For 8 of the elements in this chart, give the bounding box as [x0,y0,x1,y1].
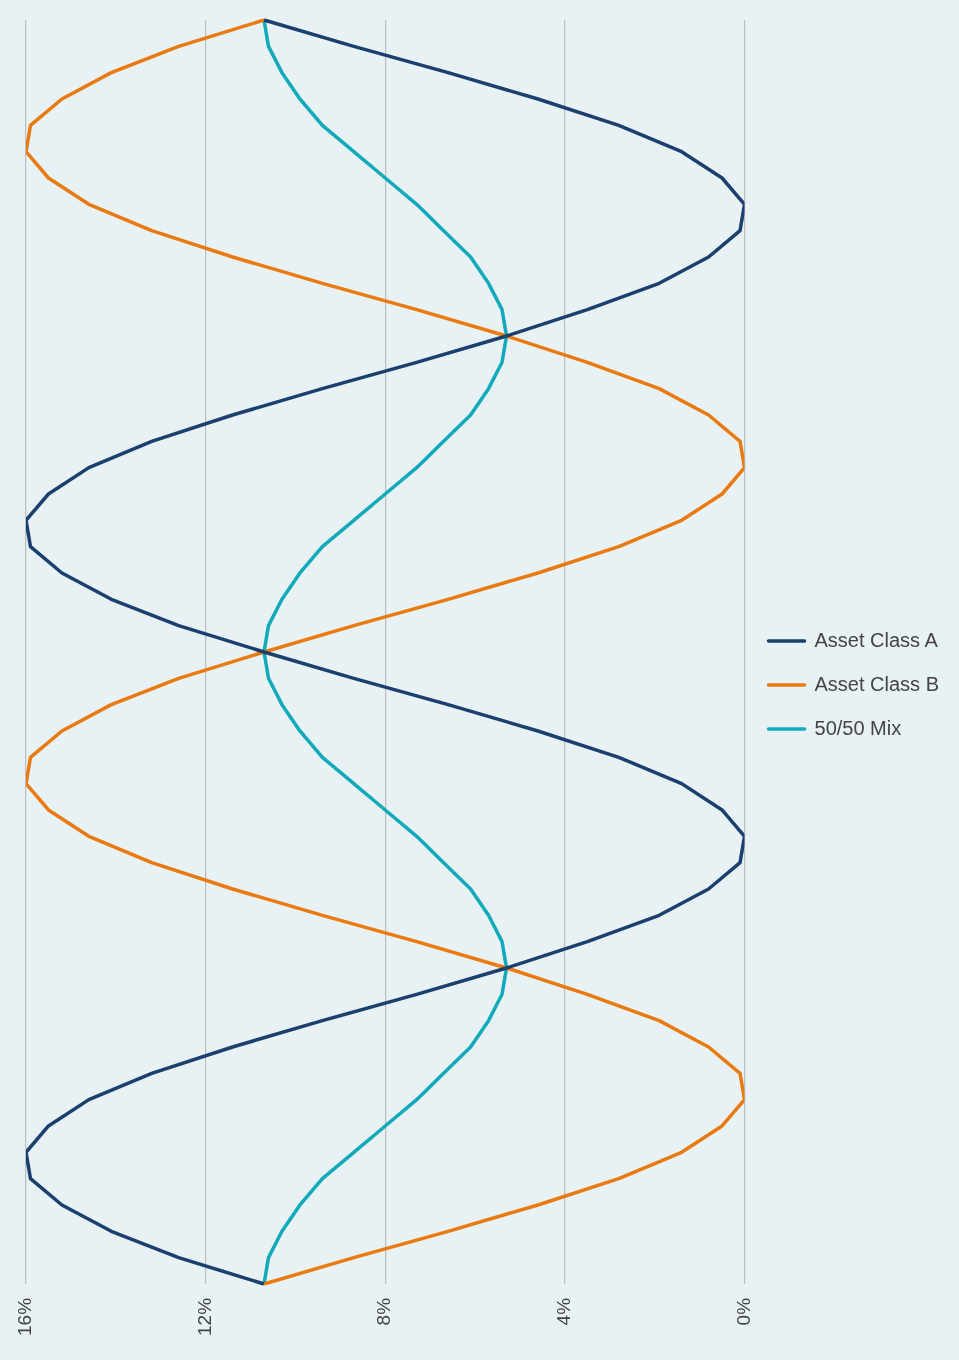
x-tick-label: 12% [193,1297,215,1336]
legend-label: Asset Class A [814,628,939,651]
x-tick-label: 8% [373,1297,395,1326]
x-tick-label: 16% [14,1297,36,1336]
legend-label: 50/50 Mix [814,716,902,739]
x-tick-label: 0% [732,1297,754,1326]
legend-label: Asset Class B [814,672,939,695]
x-tick-label: 4% [553,1297,575,1326]
